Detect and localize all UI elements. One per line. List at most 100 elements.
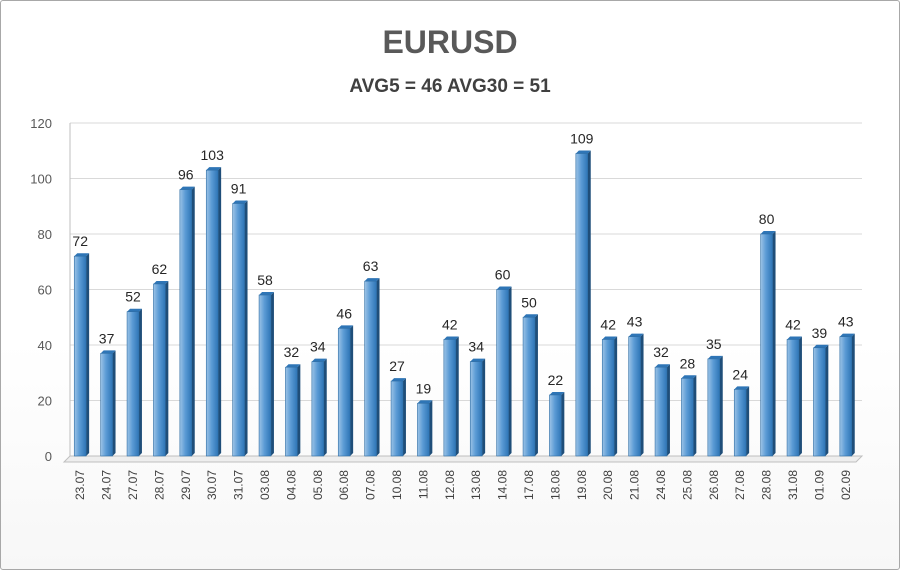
data-label: 35 <box>706 336 722 352</box>
data-label: 42 <box>785 316 801 332</box>
bar-front <box>839 336 853 457</box>
x-tick-label: 13.08 <box>469 470 483 500</box>
data-labels: 72 37 52 62 96 103 91 58 32 34 46 63 27 19 42 34 60 50 22 1… <box>72 131 853 397</box>
bar-front <box>628 336 641 457</box>
data-label: 32 <box>284 344 300 360</box>
data-label: 103 <box>201 147 225 163</box>
x-tick-label: 14.08 <box>496 470 510 500</box>
y-tick-label: 120 <box>30 116 52 131</box>
bar <box>813 344 829 457</box>
bar-side <box>825 344 829 456</box>
x-tick-label: 04.08 <box>284 470 298 500</box>
bar <box>126 308 142 457</box>
bar-top <box>813 344 829 348</box>
bar-front <box>549 394 562 457</box>
x-tick-label: 12.08 <box>443 470 457 500</box>
bar-side <box>244 200 248 456</box>
bar <box>417 400 433 457</box>
bar-side <box>666 364 670 456</box>
bar-side <box>746 386 750 456</box>
bar-top <box>100 350 116 354</box>
bar-top <box>496 286 512 290</box>
data-label: 60 <box>495 267 511 283</box>
data-label: 46 <box>336 305 352 321</box>
y-axis-ticks: 0 20 40 60 80 100 120 <box>30 116 52 464</box>
bar-side <box>165 280 169 456</box>
data-label: 19 <box>416 380 432 396</box>
bar-top <box>734 386 750 390</box>
bar <box>681 375 697 457</box>
bar-side <box>455 336 459 456</box>
y-tick-label: 20 <box>38 394 52 409</box>
bar-side <box>376 278 380 456</box>
bar <box>575 150 591 457</box>
bar <box>839 333 855 457</box>
x-tick-label: 28.07 <box>152 470 166 500</box>
y-tick-label: 80 <box>38 227 52 242</box>
bar-top <box>760 231 776 234</box>
bar <box>443 336 459 457</box>
bar-front <box>153 283 166 457</box>
bar-top <box>470 358 486 362</box>
bar-front <box>73 255 87 457</box>
bar-side <box>614 336 618 456</box>
bar <box>707 355 723 457</box>
bar <box>153 280 169 457</box>
bar <box>628 333 644 457</box>
bar-front <box>522 316 536 457</box>
x-tick-label: 25.08 <box>680 470 694 500</box>
bar <box>390 378 406 457</box>
bar-top <box>206 167 222 171</box>
bar-front <box>601 339 615 457</box>
x-tick-label: 02.09 <box>839 470 853 500</box>
bar-top <box>232 200 248 204</box>
y-tick-label: 40 <box>38 338 52 353</box>
data-label: 43 <box>627 314 643 330</box>
x-tick-label: 17.08 <box>522 470 536 500</box>
bar-top <box>285 364 301 368</box>
bar <box>232 200 248 457</box>
bar <box>73 253 90 457</box>
bar-top <box>575 150 591 154</box>
bar-top <box>338 325 354 329</box>
bar <box>179 186 195 457</box>
x-tick-label: 24.07 <box>100 470 114 500</box>
bar-front <box>654 366 668 457</box>
bar-top <box>707 355 723 359</box>
bar-front <box>179 189 193 457</box>
bar-top <box>628 333 644 337</box>
data-label: 43 <box>838 314 854 330</box>
bar-side <box>561 391 565 456</box>
data-label: 52 <box>125 289 141 305</box>
bar <box>549 391 565 457</box>
bar-front <box>364 280 377 457</box>
x-tick-label: 03.08 <box>258 470 272 500</box>
bar-front <box>469 361 483 457</box>
bar-top <box>655 364 670 368</box>
bar-top <box>179 186 195 190</box>
x-tick-label: 23.07 <box>73 470 87 500</box>
data-label: 39 <box>812 325 828 341</box>
bar <box>311 358 327 457</box>
bar <box>601 336 618 457</box>
x-tick-label: 30.07 <box>205 470 219 500</box>
x-tick-label: 27.08 <box>733 470 747 500</box>
bar-front <box>813 347 826 457</box>
bar-top <box>549 391 565 395</box>
bar-side <box>587 150 591 456</box>
bar-side <box>402 378 406 456</box>
data-label: 96 <box>178 167 194 183</box>
x-tick-label: 28.08 <box>760 470 774 500</box>
data-label: 42 <box>600 316 616 332</box>
bar-top <box>443 336 459 340</box>
x-tick-label: 27.07 <box>126 470 140 500</box>
bar-top <box>311 358 327 362</box>
bar-top <box>417 400 433 404</box>
data-label: 91 <box>231 180 247 196</box>
bar-front <box>496 289 509 457</box>
bar <box>496 286 512 457</box>
bar-front <box>205 169 219 457</box>
bar-side <box>191 186 195 456</box>
bar-side <box>429 400 433 456</box>
